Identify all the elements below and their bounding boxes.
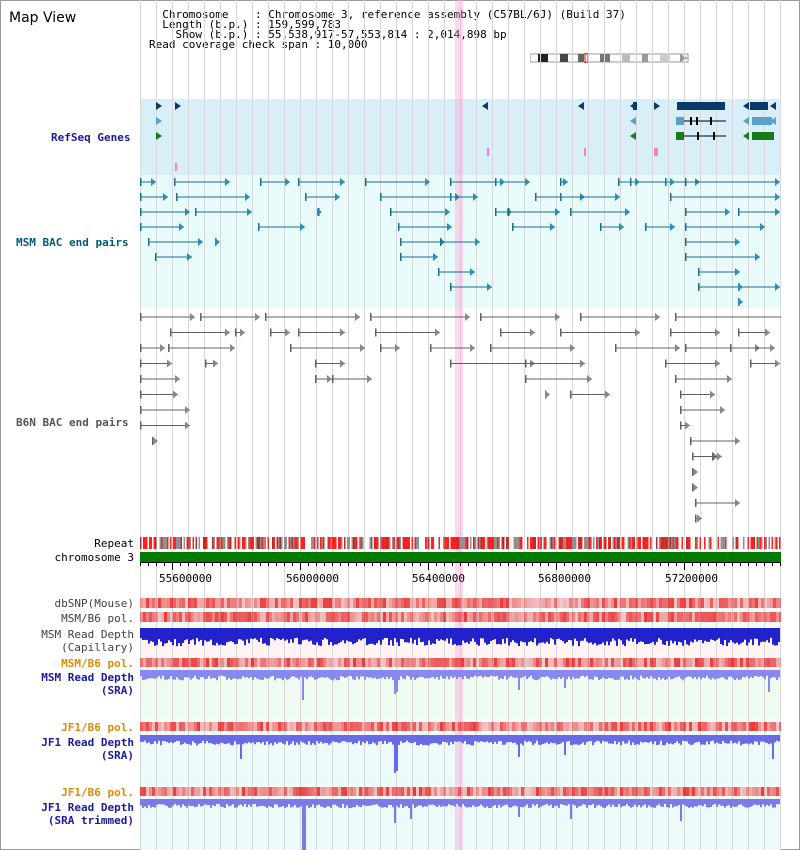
msm-cap-depth-features[interactable] bbox=[140, 628, 781, 656]
jf1-trim-depth-features[interactable] bbox=[140, 799, 781, 850]
info-line-chromosome: Chromosome : Chromosome 3, reference ass… bbox=[149, 8, 626, 21]
chromosome-label: chromosome 3 bbox=[54, 551, 134, 564]
msm-pol2-features[interactable] bbox=[140, 658, 781, 667]
msm-pol-features[interactable] bbox=[140, 612, 781, 622]
info-line-coverage: Read coverage check span : 10,000 bbox=[149, 38, 368, 51]
axis-tick-label: 56800000 bbox=[538, 572, 591, 585]
chromosome-info: Chromosome : Chromosome 3, reference ass… bbox=[149, 8, 626, 51]
msm-bac-features[interactable] bbox=[140, 175, 781, 308]
msm-sra-depth-features[interactable] bbox=[140, 670, 781, 710]
info-line-length: Length (b.p.) : 159,599,783 bbox=[149, 18, 342, 31]
b6n-bac-label: B6N BAC end pairs bbox=[16, 416, 129, 429]
jf1-pol-features[interactable] bbox=[140, 722, 781, 731]
jf1-sra-depth-label: JF1 Read Depth bbox=[41, 736, 134, 749]
ideogram-svg bbox=[530, 53, 689, 63]
msm-sra-depth-label: MSM Read Depth bbox=[41, 671, 134, 684]
msm-bac-label: MSM BAC end pairs bbox=[16, 236, 129, 249]
axis-tick-label: 55600000 bbox=[159, 572, 212, 585]
jf1-trim-depth-sublabel: (SRA trimmed) bbox=[47, 814, 134, 827]
msm-sra-depth-sublabel: (SRA) bbox=[100, 684, 134, 697]
jf1-sra-depth-features[interactable] bbox=[140, 735, 781, 775]
page-title: Map View bbox=[9, 10, 77, 26]
jf1-pol-label: JF1/B6 pol. bbox=[61, 721, 134, 734]
refseq-label: RefSeq Genes bbox=[51, 131, 131, 144]
refseq-features[interactable] bbox=[140, 99, 781, 175]
chromosome-ideogram[interactable] bbox=[530, 53, 690, 63]
position-axis bbox=[140, 562, 781, 570]
jf1-pol2-features[interactable] bbox=[140, 787, 781, 796]
axis-tick-label: 56000000 bbox=[286, 572, 339, 585]
repeat-features[interactable] bbox=[140, 537, 781, 549]
chromosome-bar bbox=[140, 552, 781, 562]
dbsnp-label: dbSNP(Mouse) bbox=[54, 597, 134, 610]
axis-tick-label: 57200000 bbox=[665, 572, 718, 585]
msm-pol2-label: MSM/B6 pol. bbox=[61, 657, 134, 670]
repeat-label: Repeat bbox=[94, 537, 134, 550]
jf1-pol2-label: JF1/B6 pol. bbox=[61, 786, 134, 799]
msm-cap-depth-label: MSM Read Depth bbox=[41, 628, 134, 641]
jf1-sra-depth-sublabel: (SRA) bbox=[100, 749, 134, 762]
jf1-trim-depth-label: JF1 Read Depth bbox=[41, 801, 134, 814]
msm-pol-label: MSM/B6 pol. bbox=[61, 612, 134, 625]
msm-cap-depth-sublabel: (Capillary) bbox=[61, 641, 134, 654]
selection-highlight bbox=[455, 0, 463, 850]
b6n-bac-features[interactable] bbox=[140, 310, 781, 532]
axis-tick-label: 56400000 bbox=[412, 572, 465, 585]
dbsnp-features[interactable] bbox=[140, 598, 781, 608]
